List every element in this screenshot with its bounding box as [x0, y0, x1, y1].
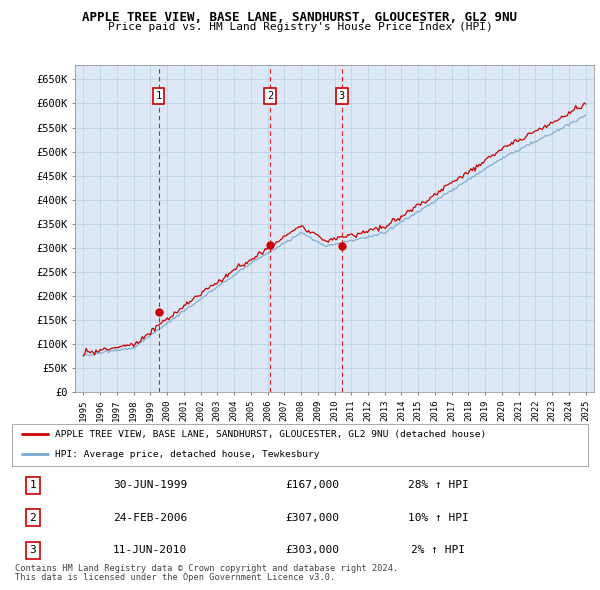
Text: APPLE TREE VIEW, BASE LANE, SANDHURST, GLOUCESTER, GL2 9NU (detached house): APPLE TREE VIEW, BASE LANE, SANDHURST, G…: [55, 430, 487, 439]
Text: This data is licensed under the Open Government Licence v3.0.: This data is licensed under the Open Gov…: [15, 573, 335, 582]
Text: 2: 2: [29, 513, 37, 523]
Text: 28% ↑ HPI: 28% ↑ HPI: [407, 480, 469, 490]
Text: 2% ↑ HPI: 2% ↑ HPI: [411, 545, 465, 555]
Text: £307,000: £307,000: [285, 513, 339, 523]
Text: £167,000: £167,000: [285, 480, 339, 490]
Text: 30-JUN-1999: 30-JUN-1999: [113, 480, 187, 490]
Text: 1: 1: [29, 480, 37, 490]
Text: 24-FEB-2006: 24-FEB-2006: [113, 513, 187, 523]
Text: Contains HM Land Registry data © Crown copyright and database right 2024.: Contains HM Land Registry data © Crown c…: [15, 565, 398, 573]
Text: 10% ↑ HPI: 10% ↑ HPI: [407, 513, 469, 523]
Text: 1: 1: [155, 91, 162, 101]
Text: 3: 3: [29, 545, 37, 555]
Text: 2: 2: [267, 91, 273, 101]
Text: 11-JUN-2010: 11-JUN-2010: [113, 545, 187, 555]
Text: 3: 3: [339, 91, 345, 101]
Text: £303,000: £303,000: [285, 545, 339, 555]
Text: APPLE TREE VIEW, BASE LANE, SANDHURST, GLOUCESTER, GL2 9NU: APPLE TREE VIEW, BASE LANE, SANDHURST, G…: [83, 11, 517, 24]
Text: HPI: Average price, detached house, Tewkesbury: HPI: Average price, detached house, Tewk…: [55, 450, 320, 458]
Text: Price paid vs. HM Land Registry's House Price Index (HPI): Price paid vs. HM Land Registry's House …: [107, 22, 493, 32]
